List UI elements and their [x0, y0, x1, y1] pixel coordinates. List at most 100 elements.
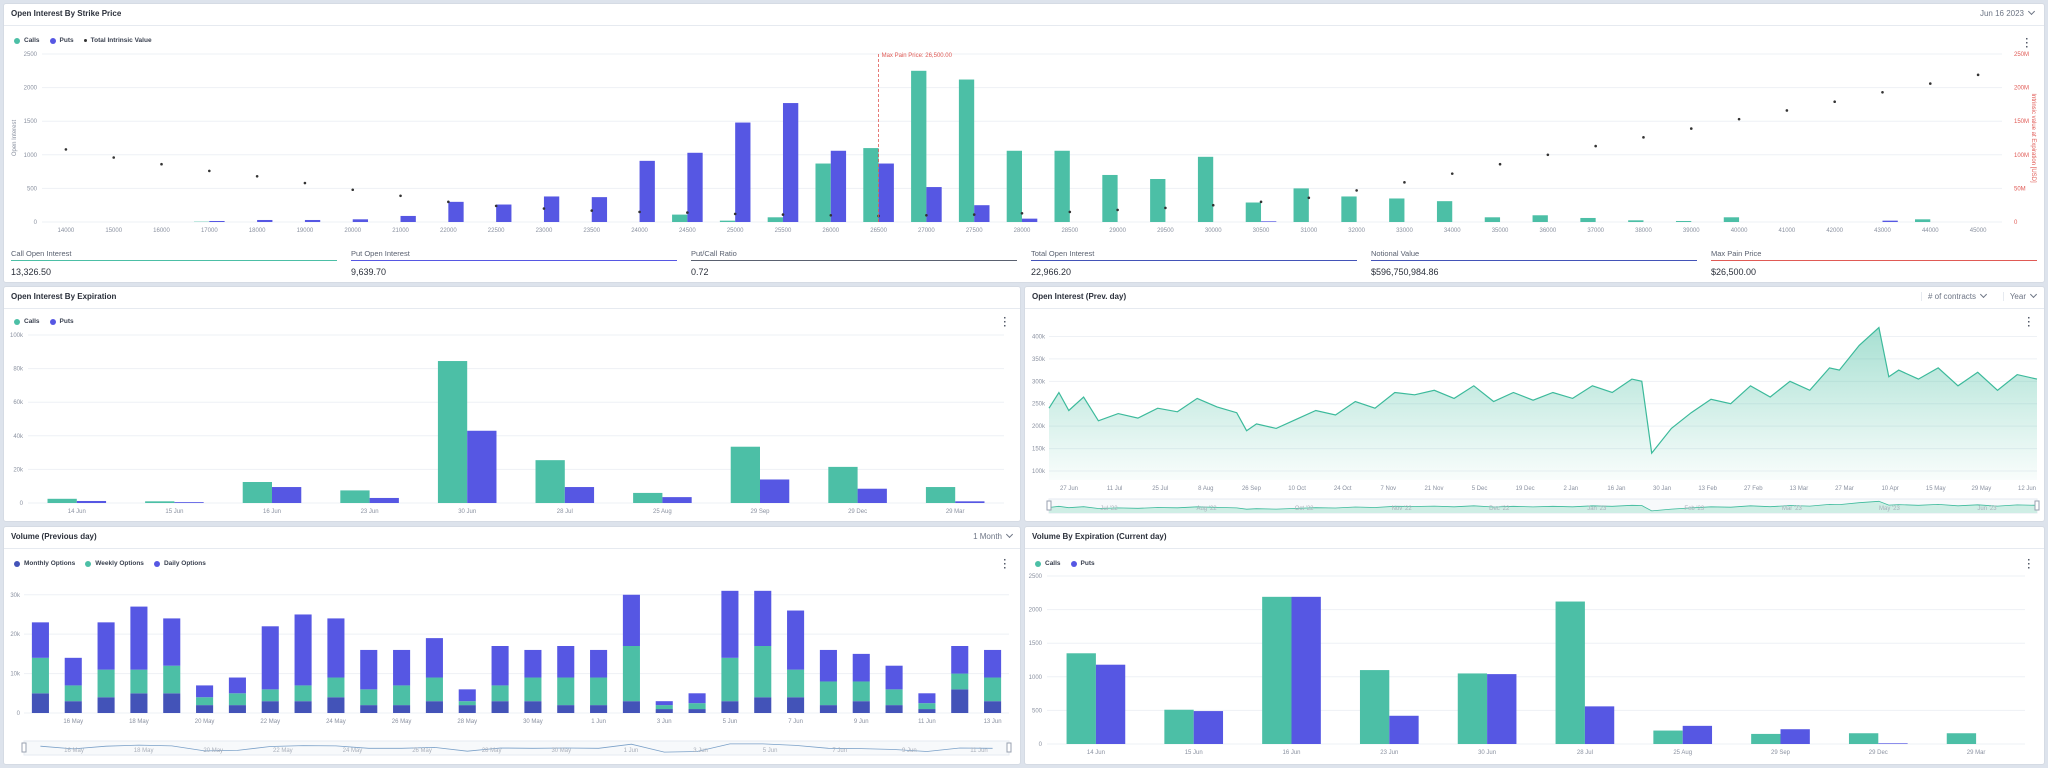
panel-header: Volume (Previous day) 1 Month: [4, 527, 1020, 549]
calls-bar: [340, 490, 370, 503]
calls-bar: [1675, 220, 1692, 222]
daily-options-bar: [360, 649, 378, 690]
x-tick-label: 12 Jun: [2018, 486, 2036, 492]
calls-bar: [1359, 670, 1390, 744]
chart-legend: Monthly Options Weekly Options Daily Opt…: [14, 560, 206, 567]
intrinsic-value-point: [351, 188, 355, 192]
navigator-label: 5 Jun: [763, 748, 778, 754]
x-tick-label: 17000: [201, 228, 218, 234]
legend-item-calls[interactable]: Calls: [14, 318, 40, 325]
navigator-label: Mar '23: [1782, 506, 1802, 512]
intrinsic-value-point: [447, 200, 450, 204]
puts-bar: [467, 430, 497, 503]
x-tick-label: 16 Jun: [263, 509, 281, 515]
y-tick-label: 1000: [24, 153, 38, 159]
y-tick-label: 300k: [1032, 379, 1046, 385]
x-tick-label: 14 Jun: [68, 509, 86, 515]
y-tick-label: 0: [34, 220, 38, 226]
daily-options-bar: [31, 622, 49, 658]
weekly-options-bar: [425, 677, 443, 702]
navigator-handle-right: [2034, 500, 2040, 511]
navigator-label: May '23: [1879, 506, 1900, 512]
y-tick-label: 1000: [1029, 675, 1043, 681]
navigator-label: Jun '23: [1977, 506, 1997, 512]
x-tick-label: 26500: [870, 228, 887, 234]
weekly-options-bar: [524, 677, 542, 702]
weekly-options-bar: [819, 681, 837, 706]
puts-bar: [496, 204, 512, 222]
intrinsic-value-point: [781, 213, 785, 216]
panel-header: Volume By Expiration (Current day): [1025, 527, 2044, 549]
x-tick-label: 30 Jun: [1478, 750, 1496, 756]
intrinsic-value-point: [1642, 136, 1645, 139]
y2-tick-label: 250M: [2014, 52, 2029, 58]
x-tick-label: 1 Jun: [591, 719, 606, 725]
y2-tick-label: 0: [2014, 220, 2018, 226]
legend-item-daily[interactable]: Daily Options: [153, 560, 206, 567]
legend-item-calls[interactable]: Calls: [14, 37, 40, 44]
calls-bar: [1389, 198, 1405, 222]
intrinsic-value-point: [1116, 208, 1119, 212]
monthly-options-bar: [787, 697, 805, 713]
calls-bar: [1102, 174, 1118, 222]
stat-label: Call Open Interest: [11, 249, 337, 261]
puts-bar: [662, 497, 692, 503]
intrinsic-value-point: [160, 162, 163, 166]
daily-options-bar: [885, 665, 903, 690]
x-tick-label: 11 Jun: [918, 719, 936, 725]
daily-options-bar: [655, 701, 673, 706]
intrinsic-value-point: [112, 156, 116, 159]
x-tick-label: 40000: [1731, 228, 1748, 234]
monthly-options-bar: [458, 705, 476, 713]
x-tick-label: 20000: [344, 228, 361, 234]
puts-bar: [400, 215, 416, 222]
y2-tick-label: 50M: [2014, 186, 2026, 192]
more-options-icon[interactable]: · · ·: [2027, 555, 2031, 574]
legend-item-puts[interactable]: Puts: [49, 318, 74, 325]
stat-5: Max Pain Price $26,500.00: [1704, 244, 2044, 282]
range-dropdown[interactable]: 1 Month: [973, 530, 1014, 541]
intrinsic-value-point: [1164, 206, 1167, 210]
navigator-label: Dec '22: [1489, 506, 1510, 512]
daily-options-bar: [261, 626, 279, 690]
panel-title: Volume By Expiration (Current day): [1032, 532, 1167, 541]
legend-item-monthly[interactable]: Monthly Options: [14, 560, 75, 567]
x-tick-label: 21 Nov: [1424, 486, 1443, 492]
range-dropdown[interactable]: Year: [2002, 290, 2038, 301]
stat-4: Notional Value $596,750,984.86: [1364, 244, 1704, 282]
legend-item-puts[interactable]: Puts: [49, 37, 74, 44]
intrinsic-value-point: [542, 207, 546, 210]
x-tick-label: 42000: [1826, 228, 1843, 234]
weekly-options-bar: [787, 669, 805, 698]
more-options-icon[interactable]: · · ·: [1003, 313, 1007, 332]
weekly-options-bar: [327, 677, 345, 698]
volume-previous-day-panel: Volume (Previous day) 1 Month Monthly Op…: [3, 526, 1021, 765]
more-options-icon[interactable]: · · ·: [2025, 34, 2029, 53]
calls-bar: [863, 148, 879, 222]
weekly-options-bar: [64, 685, 82, 702]
legend-item-weekly[interactable]: Weekly Options: [85, 560, 144, 567]
calls-bar: [719, 220, 736, 222]
unit-dropdown[interactable]: # of contracts: [1920, 290, 1988, 301]
navigator-line: [40, 743, 993, 753]
daily-options-bar: [294, 614, 312, 686]
date-selector[interactable]: Jun 16 2023: [1980, 7, 2036, 18]
x-tick-label: 27 Feb: [1744, 486, 1763, 492]
puts-bar: [926, 187, 942, 222]
more-options-icon[interactable]: · · ·: [2027, 313, 2031, 332]
y2-tick-label: 100M: [2014, 153, 2029, 159]
x-tick-label: 2 Jan: [1563, 486, 1578, 492]
stats-row: Call Open Interest 13,326.50 Put Open Inte…: [4, 244, 2044, 282]
legend-item-puts[interactable]: Puts: [1070, 560, 1095, 567]
calls-bar: [1341, 196, 1357, 222]
navigator-area: [1049, 501, 2037, 513]
x-tick-label: 30 Jan: [1653, 486, 1671, 492]
legend-item-calls[interactable]: Calls: [1035, 560, 1061, 567]
puts-bar: [1878, 743, 1908, 744]
x-tick-label: 39000: [1683, 228, 1700, 234]
weekly-options-bar: [130, 669, 148, 694]
more-options-icon[interactable]: · · ·: [1003, 555, 1007, 574]
x-tick-label: 27500: [966, 228, 983, 234]
puts-bar: [735, 122, 751, 222]
legend-item-intrinsic[interactable]: Total Intrinsic Value: [83, 37, 152, 44]
